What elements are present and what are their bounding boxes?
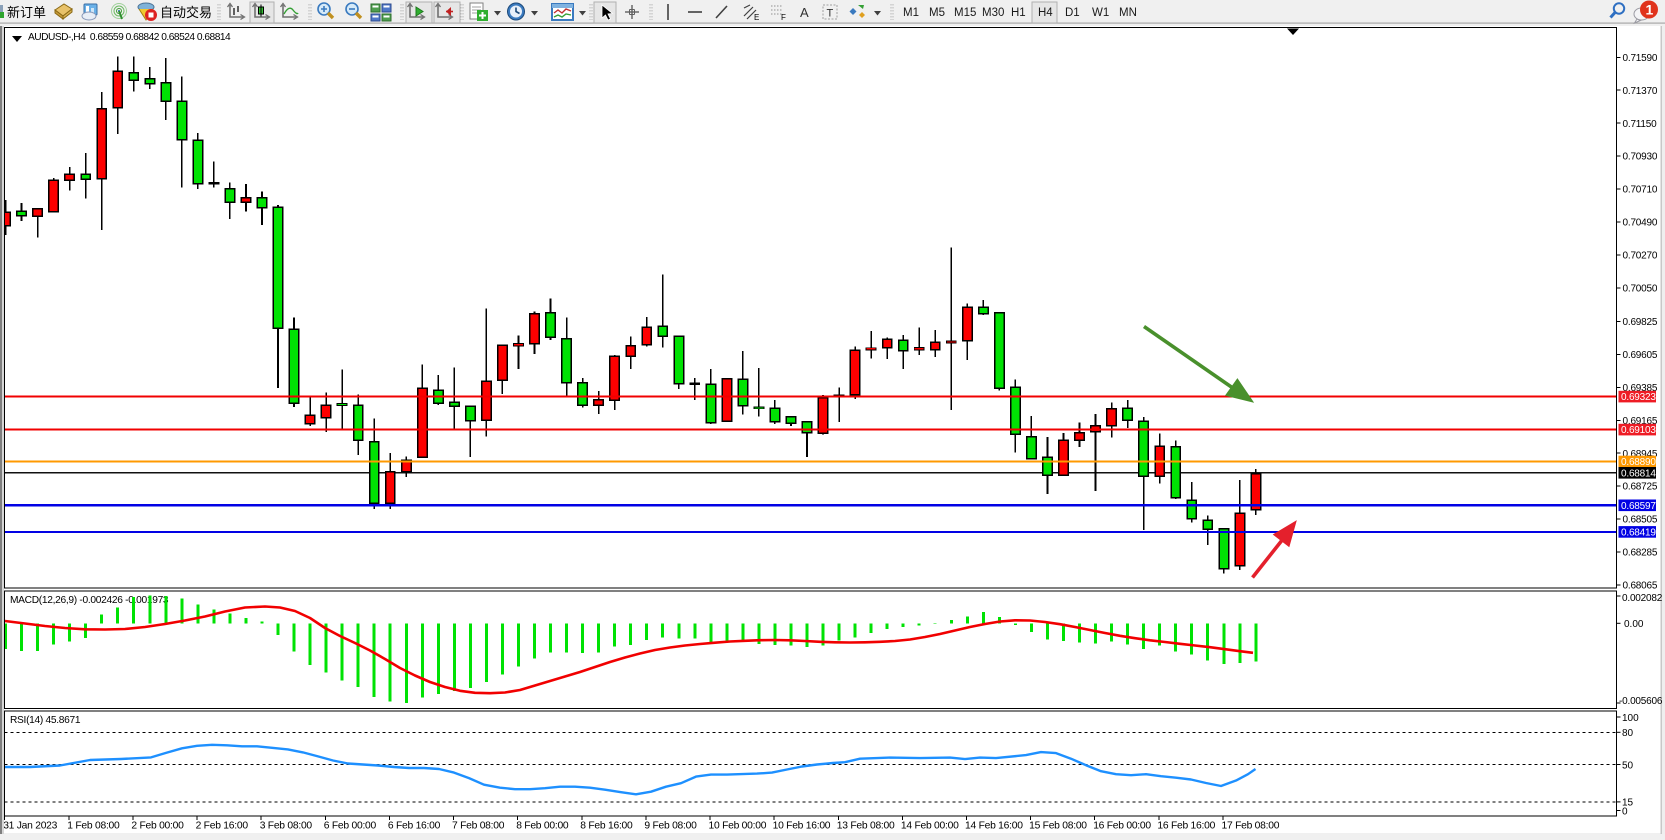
svg-text:9 Feb 08:00: 9 Feb 08:00 — [644, 821, 697, 832]
svg-text:14 Feb 00:00: 14 Feb 00:00 — [901, 821, 959, 832]
svg-text:0.68065: 0.68065 — [1623, 581, 1658, 592]
svg-text:10 Feb 00:00: 10 Feb 00:00 — [709, 821, 767, 832]
svg-text:0.71370: 0.71370 — [1623, 86, 1658, 97]
svg-text:0.68285: 0.68285 — [1623, 548, 1658, 559]
svg-text:M30: M30 — [982, 7, 1004, 19]
svg-text:0: 0 — [1622, 807, 1628, 818]
svg-text:6 Feb 00:00: 6 Feb 00:00 — [324, 821, 377, 832]
svg-text:50: 50 — [1622, 761, 1634, 772]
svg-text:100: 100 — [1622, 713, 1639, 724]
svg-text:MN: MN — [1119, 7, 1137, 19]
svg-text:D1: D1 — [1065, 7, 1080, 19]
svg-text:F: F — [781, 13, 786, 22]
svg-text:0.00: 0.00 — [1624, 619, 1644, 630]
svg-text:80: 80 — [1622, 728, 1634, 739]
svg-text:自动交易: 自动交易 — [160, 5, 212, 20]
svg-text:0.71150: 0.71150 — [1623, 119, 1658, 130]
svg-text:M5: M5 — [929, 7, 945, 19]
svg-text:17 Feb 08:00: 17 Feb 08:00 — [1222, 821, 1280, 832]
svg-text:0.69165: 0.69165 — [1623, 416, 1658, 427]
svg-text:16 Feb 16:00: 16 Feb 16:00 — [1157, 821, 1215, 832]
svg-text:H4: H4 — [1038, 7, 1053, 19]
svg-text:0.70270: 0.70270 — [1623, 251, 1658, 262]
svg-text:8 Feb 00:00: 8 Feb 00:00 — [516, 821, 569, 832]
svg-text:13 Feb 08:00: 13 Feb 08:00 — [837, 821, 895, 832]
svg-text:AUDUSD-,H4 0.68559 0.68842 0.: AUDUSD-,H4 0.68559 0.68842 0.68524 0.688… — [28, 32, 231, 43]
svg-text:0.70490: 0.70490 — [1623, 218, 1658, 229]
svg-text:15 Feb 08:00: 15 Feb 08:00 — [1029, 821, 1087, 832]
svg-text:RSI(14) 45.8671: RSI(14) 45.8671 — [10, 715, 81, 726]
svg-text:8 Feb 16:00: 8 Feb 16:00 — [580, 821, 633, 832]
svg-text:1 Feb 08:00: 1 Feb 08:00 — [67, 821, 120, 832]
svg-text:M15: M15 — [954, 7, 976, 19]
svg-text:M1: M1 — [903, 7, 919, 19]
svg-text:10 Feb 16:00: 10 Feb 16:00 — [773, 821, 831, 832]
svg-text:0.68725: 0.68725 — [1623, 482, 1658, 493]
svg-text:16 Feb 00:00: 16 Feb 00:00 — [1093, 821, 1151, 832]
svg-text:6 Feb 16:00: 6 Feb 16:00 — [388, 821, 441, 832]
svg-text:0.71590: 0.71590 — [1623, 53, 1658, 64]
svg-text:0.68814: 0.68814 — [1621, 468, 1656, 479]
svg-text:0.69385: 0.69385 — [1623, 383, 1658, 394]
svg-text:H1: H1 — [1011, 7, 1026, 19]
svg-text:31 Jan 2023: 31 Jan 2023 — [3, 821, 57, 832]
svg-text:3 Feb 08:00: 3 Feb 08:00 — [260, 821, 313, 832]
svg-text:0.69825: 0.69825 — [1623, 317, 1658, 328]
svg-text:7 Feb 08:00: 7 Feb 08:00 — [452, 821, 505, 832]
svg-text:MACD(12,26,9) -0.002426 -0.001: MACD(12,26,9) -0.002426 -0.001973 — [10, 595, 169, 606]
svg-text:W1: W1 — [1092, 7, 1109, 19]
svg-text:0.002082: 0.002082 — [1622, 593, 1663, 604]
svg-text:新订单: 新订单 — [7, 5, 46, 20]
svg-text:0.70050: 0.70050 — [1623, 283, 1658, 294]
svg-text:2 Feb 16:00: 2 Feb 16:00 — [196, 821, 249, 832]
svg-text:0.69323: 0.69323 — [1621, 392, 1656, 403]
svg-text:0.68945: 0.68945 — [1623, 449, 1658, 460]
svg-text:0.70930: 0.70930 — [1623, 152, 1658, 163]
svg-text:2 Feb 00:00: 2 Feb 00:00 — [131, 821, 184, 832]
svg-text:1: 1 — [1646, 2, 1654, 18]
svg-text:0.68419: 0.68419 — [1621, 528, 1656, 539]
svg-text:A: A — [800, 5, 809, 20]
svg-text:0.70710: 0.70710 — [1623, 185, 1658, 196]
svg-text:0.69605: 0.69605 — [1623, 350, 1658, 361]
svg-text:E: E — [754, 13, 759, 22]
svg-text:14 Feb 16:00: 14 Feb 16:00 — [965, 821, 1023, 832]
svg-text:0.68890: 0.68890 — [1621, 457, 1656, 468]
svg-text:T: T — [827, 8, 834, 20]
svg-text:15: 15 — [1622, 798, 1634, 809]
svg-text:0.68505: 0.68505 — [1623, 515, 1658, 526]
svg-text:-0.005606: -0.005606 — [1619, 696, 1663, 707]
svg-text:0.68597: 0.68597 — [1621, 501, 1656, 512]
svg-text:0.69103: 0.69103 — [1621, 425, 1656, 436]
